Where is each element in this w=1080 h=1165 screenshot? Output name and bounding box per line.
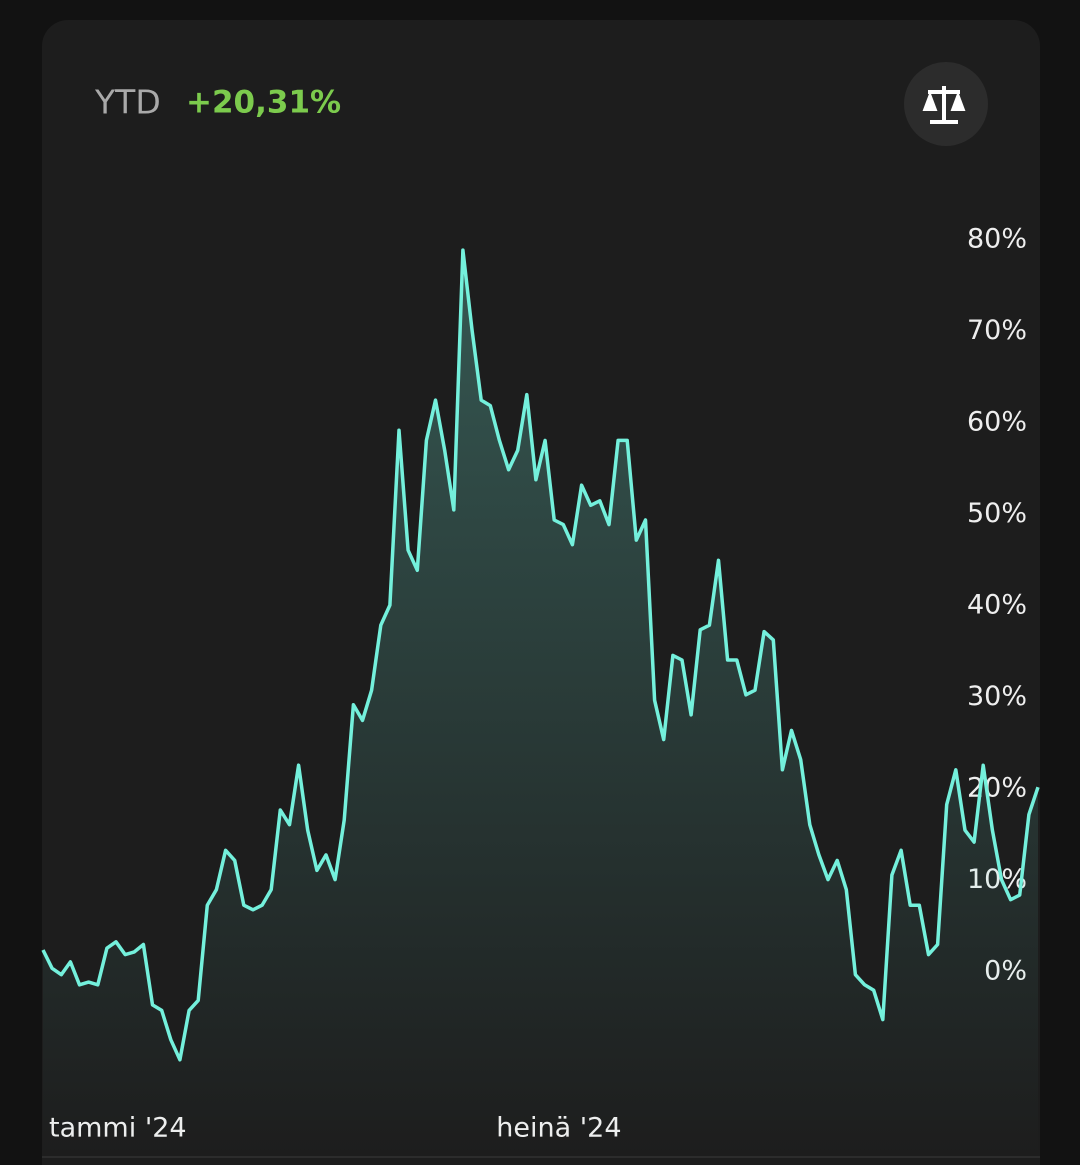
y-tick-label: 60%	[967, 407, 1027, 438]
area	[43, 250, 1038, 1158]
change-label: +20,31%	[186, 85, 341, 121]
compare-button[interactable]	[904, 62, 988, 146]
line	[41, 248, 1040, 1062]
y-tick-label: 50%	[967, 498, 1027, 529]
y-tick-label: 20%	[967, 773, 1027, 804]
y-tick-label: 40%	[967, 590, 1027, 621]
y-tick-label: 80%	[967, 224, 1027, 255]
y-tick-label: 30%	[967, 681, 1027, 712]
y-tick-label: 70%	[967, 315, 1027, 346]
period-label: YTD	[94, 83, 161, 122]
scale-icon	[922, 86, 966, 124]
